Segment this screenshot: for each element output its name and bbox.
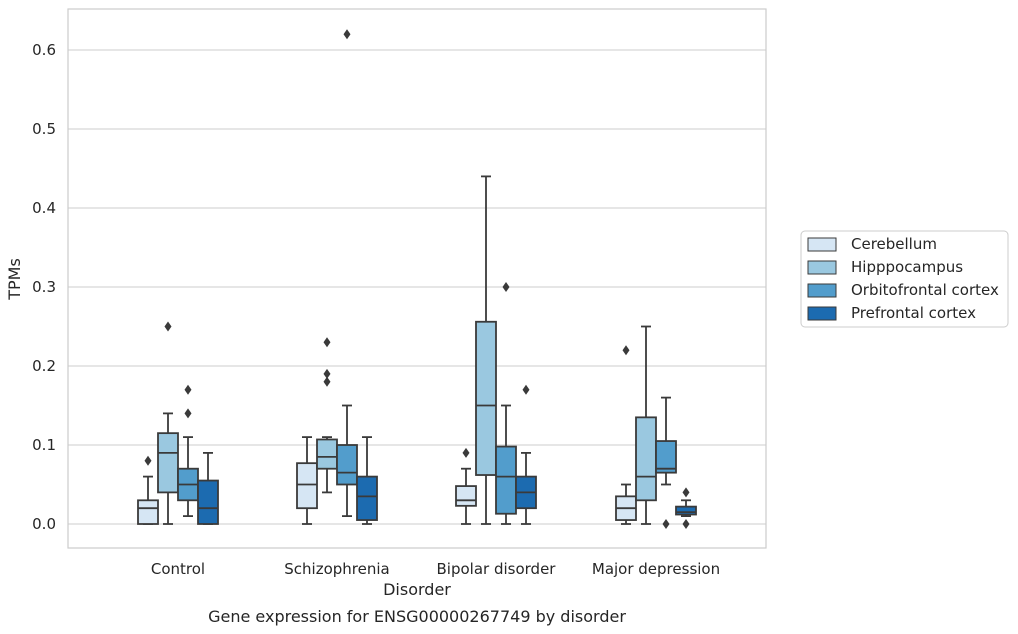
legend-swatch xyxy=(807,283,837,298)
box-orbitofrontal-cortex xyxy=(177,384,199,517)
box-iqr xyxy=(316,438,338,470)
y-tick-label: 0.5 xyxy=(32,120,56,138)
box-iqr xyxy=(475,320,497,476)
box-hipppocampus xyxy=(157,321,179,525)
box-prefrontal-cortex xyxy=(356,436,378,525)
y-tick-label: 0.4 xyxy=(32,199,56,217)
legend: Cerebellum Hipppocampus Orbitofrontal cort… xyxy=(800,230,1009,328)
box-iqr xyxy=(356,475,378,521)
y-tick-label: 0.2 xyxy=(32,357,56,375)
outlier-point xyxy=(622,345,630,356)
box-iqr xyxy=(635,416,657,502)
box-orbitofrontal-cortex xyxy=(336,29,358,517)
legend-frame xyxy=(800,230,1009,328)
y-tick-label: 0.1 xyxy=(32,436,56,454)
box-orbitofrontal-cortex xyxy=(655,396,677,529)
box-prefrontal-cortex xyxy=(197,451,219,525)
box-iqr xyxy=(137,499,159,525)
legend-swatch xyxy=(807,306,837,321)
legend-swatch xyxy=(807,260,837,275)
y-tick-label: 0.0 xyxy=(32,515,56,533)
outlier-point xyxy=(682,519,690,529)
outlier-point xyxy=(144,455,152,466)
box-iqr xyxy=(296,462,318,510)
y-axis-label: TPMs xyxy=(5,258,24,301)
x-axis-label: Disorder xyxy=(383,580,451,599)
legend-label: Cerebellum xyxy=(851,235,937,253)
x-tick-label: Schizophrenia xyxy=(284,560,389,578)
box-cerebellum xyxy=(615,345,637,525)
outlier-point xyxy=(462,447,470,458)
outlier-point xyxy=(343,29,351,40)
box-iqr xyxy=(157,432,179,494)
outlier-point xyxy=(323,337,331,348)
x-tick-label: Control xyxy=(151,560,205,578)
box-iqr xyxy=(495,445,517,515)
box-hipppocampus xyxy=(475,175,497,525)
outlier-point xyxy=(323,368,331,379)
outlier-point xyxy=(502,282,510,292)
box-cerebellum xyxy=(296,436,318,525)
y-tick-label: 0.3 xyxy=(32,278,56,296)
box-iqr xyxy=(336,444,358,486)
box-iqr xyxy=(455,485,477,507)
outlier-point xyxy=(184,408,192,419)
legend-label: Prefrontal cortex xyxy=(851,304,976,322)
outlier-point xyxy=(164,321,172,332)
box-hipppocampus xyxy=(635,325,657,525)
box-plot-series xyxy=(137,29,697,529)
plot-frame xyxy=(67,8,767,549)
outlier-point xyxy=(323,376,331,387)
box-hipppocampus xyxy=(316,337,338,494)
box-iqr xyxy=(197,479,219,525)
box-iqr xyxy=(655,440,677,474)
y-tick-label: 0.6 xyxy=(32,41,56,59)
outlier-point xyxy=(184,384,192,395)
x-tick-labels: Control Schizophrenia Bipolar disorder Majo… xyxy=(151,560,720,578)
box-prefrontal-cortex xyxy=(515,384,537,525)
legend-swatch xyxy=(807,237,837,252)
box-iqr xyxy=(675,505,697,516)
y-tick-labels: 0.0 0.1 0.2 0.3 0.4 0.5 0.6 xyxy=(32,41,56,533)
outlier-point xyxy=(662,519,670,529)
outlier-point xyxy=(682,487,690,498)
x-tick-label: Bipolar disorder xyxy=(437,560,557,578)
chart-title: Gene expression for ENSG00000267749 by d… xyxy=(208,607,626,626)
outlier-point xyxy=(522,384,530,395)
box-orbitofrontal-cortex xyxy=(495,282,517,525)
y-gridlines xyxy=(68,49,766,525)
legend-label: Hipppocampus xyxy=(851,258,963,276)
box-cerebellum xyxy=(137,455,159,525)
box-prefrontal-cortex xyxy=(675,487,697,529)
box-cerebellum xyxy=(455,447,477,525)
legend-label: Orbitofrontal cortex xyxy=(851,281,999,299)
x-tick-label: Major depression xyxy=(592,560,720,578)
